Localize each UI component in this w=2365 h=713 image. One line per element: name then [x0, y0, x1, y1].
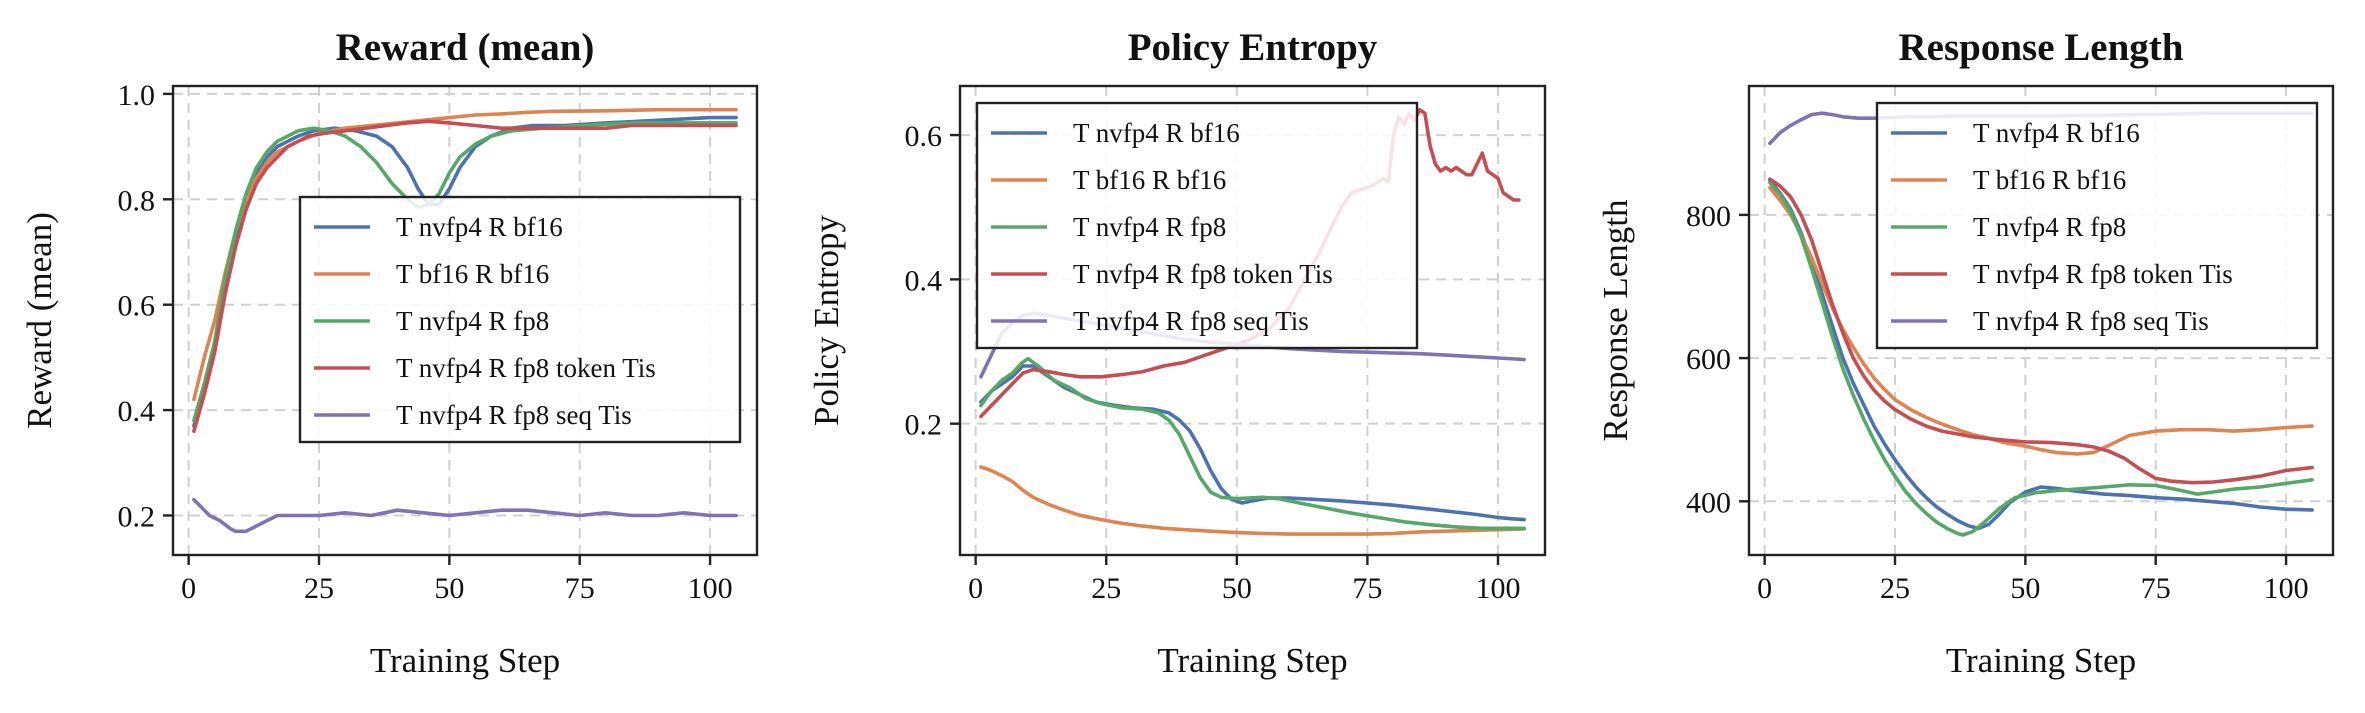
- axes-frame: [958, 84, 1547, 557]
- legend-label: T bf16 R bf16: [396, 259, 549, 289]
- series-line: [192, 121, 738, 423]
- x-tick-label: 50: [2010, 572, 2040, 605]
- x-tick-label: 0: [1757, 572, 1772, 605]
- axes-frame: [1747, 84, 2335, 557]
- x-tick-label: 0: [968, 572, 983, 605]
- x-tick-label: 75: [1352, 572, 1382, 605]
- x-axis-label: Training Step: [370, 641, 560, 680]
- y-tick-label: 1.0: [118, 79, 156, 112]
- legend: T nvfp4 R bf16 T bf16 R bf16 T nvfp4 R fp8…: [298, 195, 742, 444]
- legend-label: T nvfp4 R fp8 seq Tis: [1073, 306, 1309, 336]
- legend-label: T nvfp4 R fp8 token Tis: [1073, 259, 1333, 289]
- series-line: [979, 356, 1526, 531]
- chart-panel: 0 25 50 75 100 0.2 0.4 0.6 0.8 1.0 Reward (mean) Tr…: [20, 26, 759, 680]
- series-line: [1768, 178, 2314, 531]
- legend-box: [975, 101, 1419, 350]
- series-line: [1768, 180, 2314, 537]
- x-tick-label: 25: [1091, 572, 1121, 605]
- series-line: [979, 465, 1526, 536]
- legend-label: T nvfp4 R fp8 seq Tis: [1973, 306, 2209, 336]
- y-tick-label: 0.4: [905, 264, 943, 297]
- y-axis-label: Reward (mean): [20, 212, 59, 429]
- y-tick-label: 600: [1686, 343, 1731, 376]
- y-axis-label: Response Length: [1596, 199, 1635, 442]
- x-tick-label: 50: [1222, 572, 1252, 605]
- chart-panel: 0 25 50 75 100 0.2 0.4 0.6 Policy Entropy Trainin…: [807, 26, 1547, 680]
- series-line: [1768, 177, 2314, 485]
- chart-panel: 0 25 50 75 100 400 600 800 Response Length Traini…: [1596, 26, 2335, 680]
- legend-box: [298, 195, 742, 444]
- y-tick-label: 0.8: [118, 184, 156, 217]
- legend-label: T nvfp4 R fp8 token Tis: [396, 353, 656, 383]
- x-tick-label: 100: [1475, 572, 1520, 605]
- legend-label: T nvfp4 R bf16: [396, 212, 563, 242]
- y-tick-label: 0.2: [118, 500, 156, 533]
- legend-label: T bf16 R bf16: [1973, 165, 2126, 195]
- x-axis-label: Training Step: [1946, 641, 2136, 680]
- y-tick-label: 800: [1686, 200, 1731, 233]
- x-tick-label: 100: [688, 572, 733, 605]
- x-tick-label: 50: [434, 572, 464, 605]
- x-tick-label: 75: [565, 572, 595, 605]
- chart-title: Reward (mean): [336, 26, 595, 69]
- axes-frame: [171, 84, 759, 557]
- legend-label: T nvfp4 R fp8: [1973, 212, 2126, 242]
- x-tick-label: 75: [2141, 572, 2171, 605]
- series-line: [192, 119, 738, 433]
- legend-label: T nvfp4 R bf16: [1073, 118, 1240, 148]
- y-tick-label: 400: [1686, 486, 1731, 519]
- legend-box: [1875, 101, 2319, 350]
- y-tick-label: 0.4: [118, 395, 156, 428]
- legend-label: T nvfp4 R fp8: [396, 306, 549, 336]
- legend-label: T nvfp4 R fp8 seq Tis: [396, 400, 632, 430]
- y-axis-label: Policy Entropy: [807, 215, 846, 426]
- x-axis-label: Training Step: [1157, 641, 1347, 680]
- x-tick-label: 100: [2264, 572, 2309, 605]
- y-tick-label: 0.2: [905, 409, 943, 442]
- legend-label: T nvfp4 R bf16: [1973, 118, 2140, 148]
- legend-label: T bf16 R bf16: [1073, 165, 1226, 195]
- series-line: [192, 497, 738, 534]
- y-tick-label: 0.6: [118, 290, 156, 323]
- legend-label: T nvfp4 R fp8 token Tis: [1973, 259, 2233, 289]
- legend-label: T nvfp4 R fp8: [1073, 212, 1226, 242]
- legend: T nvfp4 R bf16 T bf16 R bf16 T nvfp4 R fp8…: [975, 101, 1419, 350]
- x-tick-label: 25: [304, 572, 334, 605]
- chart-title: Policy Entropy: [1128, 26, 1378, 69]
- y-tick-label: 0.6: [905, 120, 943, 153]
- x-tick-label: 25: [1880, 572, 1910, 605]
- x-tick-label: 0: [181, 572, 196, 605]
- legend: T nvfp4 R bf16 T bf16 R bf16 T nvfp4 R fp8…: [1875, 101, 2319, 350]
- series-line: [1768, 185, 2314, 456]
- chart-title: Response Length: [1899, 26, 2184, 69]
